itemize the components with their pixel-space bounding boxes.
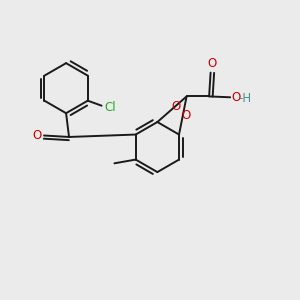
Text: O: O [207,57,217,70]
Text: O: O [171,100,180,113]
Text: O: O [232,92,241,104]
Text: -H: -H [238,92,251,105]
Text: O: O [32,129,42,142]
Text: O: O [181,109,190,122]
Text: Cl: Cl [104,101,116,114]
